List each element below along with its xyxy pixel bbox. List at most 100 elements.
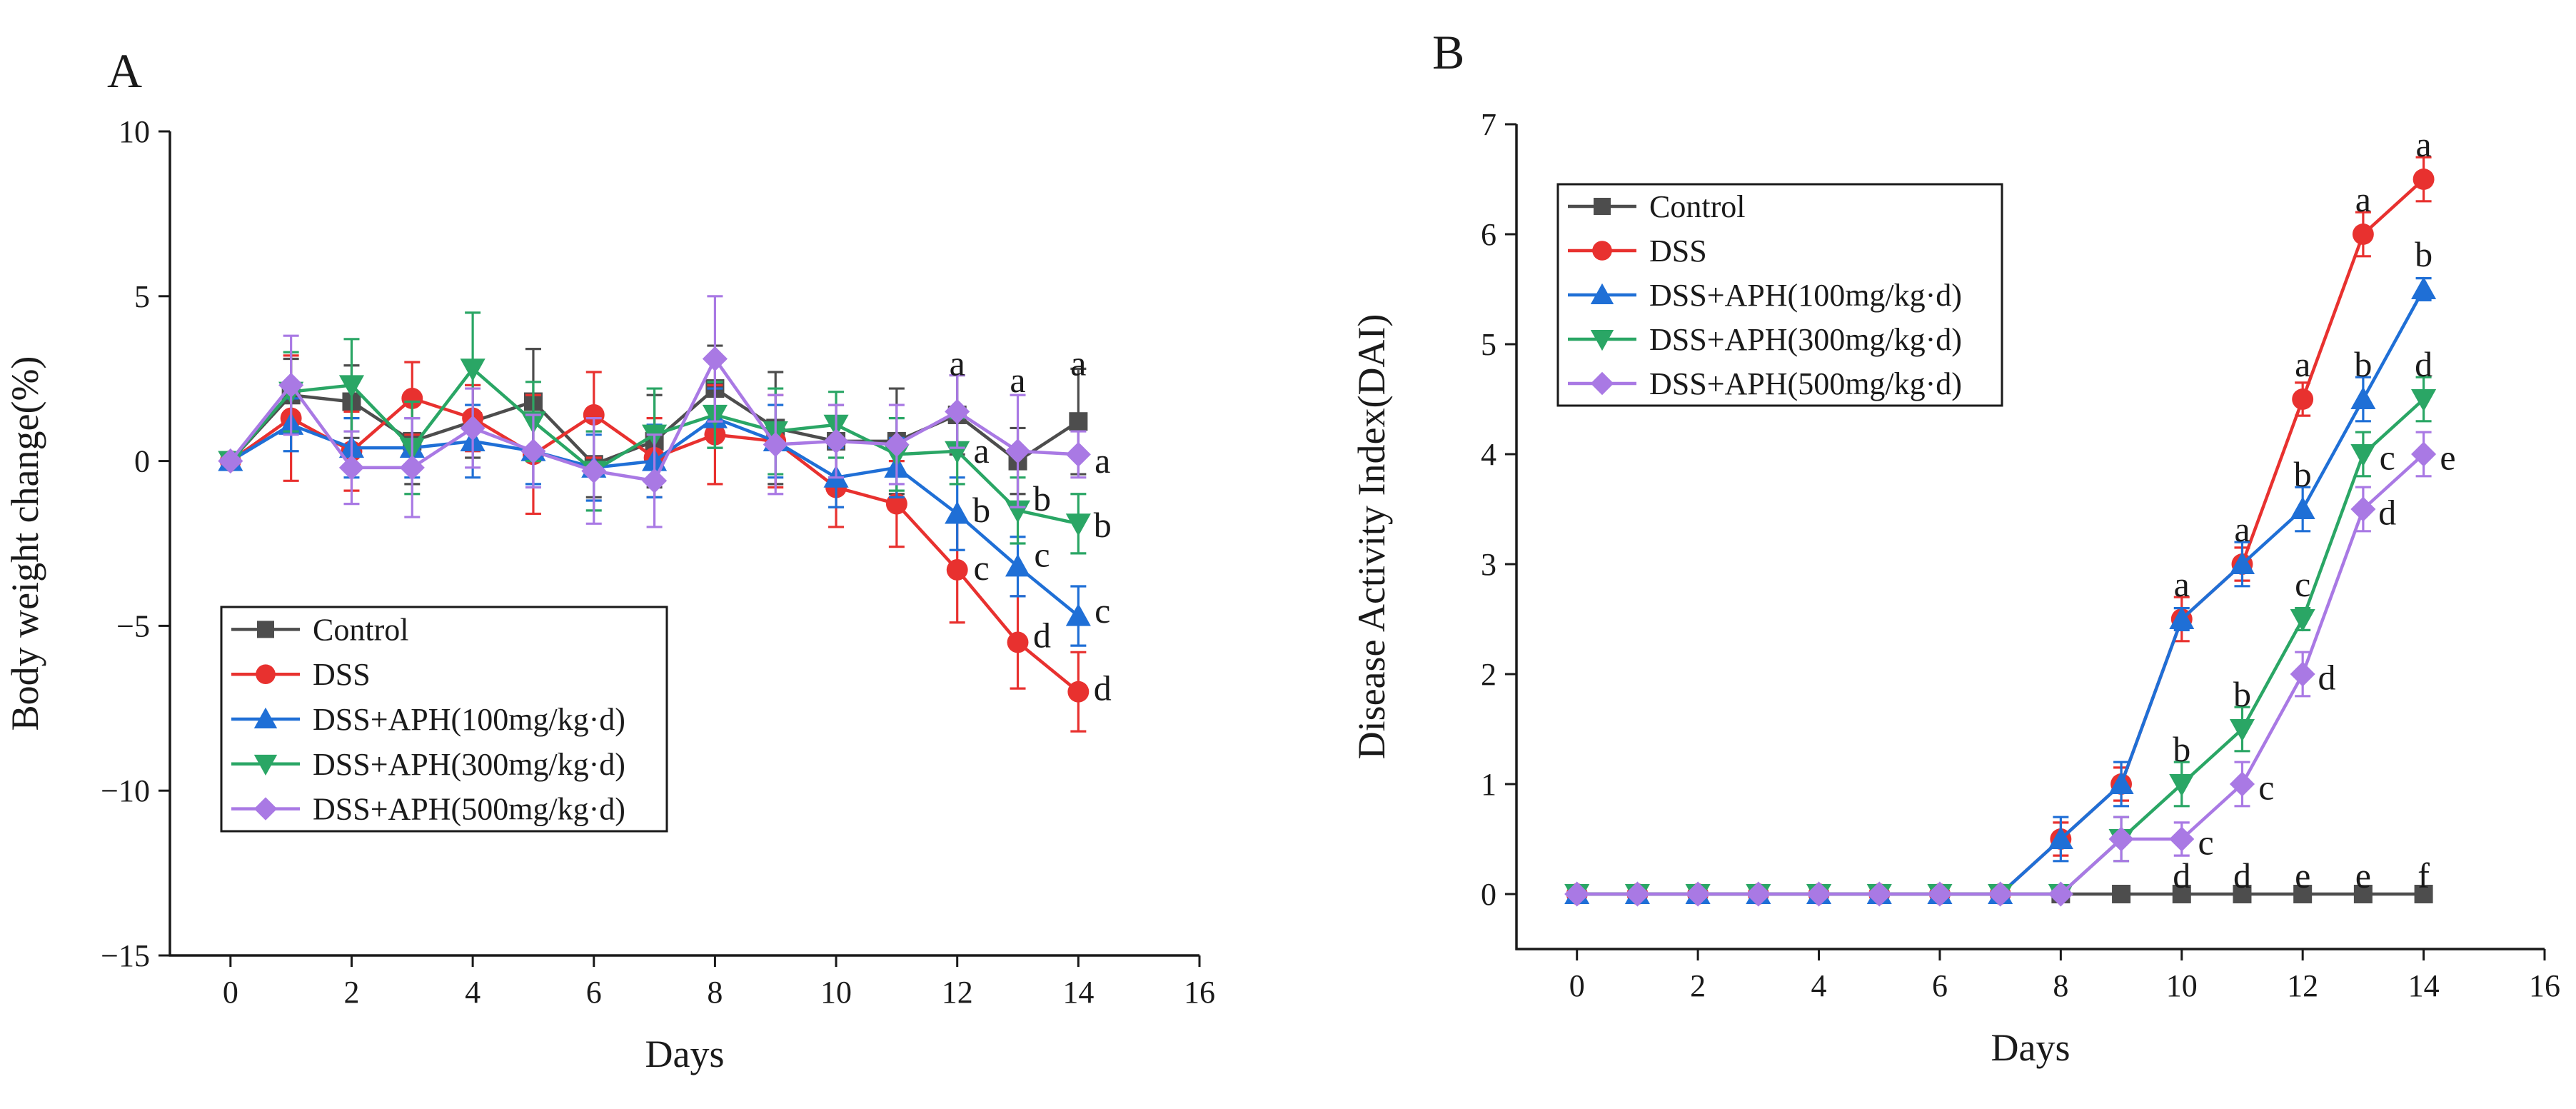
panel-a-legend-label: DSS+APH(500mg/kg·d) (313, 792, 625, 827)
panel-b-x-tick-label: 12 (2287, 968, 2318, 1003)
panel-b-significance-label: c (2295, 564, 2310, 604)
panel-a-y-tick-label: 10 (119, 114, 150, 149)
panel-b-data-point-dss-aph-500mg-kg-d (2229, 771, 2255, 797)
panel-b-data-point-dss-aph-100mg-kg-d (2350, 386, 2376, 410)
panel-a-data-point-dss-aph-500mg-kg-d (338, 455, 365, 481)
panel-b-data-point-dss-aph-500mg-kg-d (1746, 881, 1771, 907)
panel-a-significance-label: a (1070, 343, 1086, 383)
panel-a-data-point-dss-aph-500mg-kg-d (581, 458, 607, 483)
panel-b-y-axis-label: Disease Activity Index(DAI) (1350, 314, 1393, 760)
panel-b-data-point-dss-aph-100mg-kg-d (2411, 276, 2437, 300)
panel-a-legend-marker-dss-aph-100mg-kg-d (253, 707, 278, 728)
panel-b-data-point-dss (2292, 388, 2314, 410)
panel-b-data-point-dss-aph-500mg-kg-d (2350, 496, 2376, 522)
panel-a-significance-label: c (1095, 591, 1110, 631)
panel-a-significance-label: b (972, 490, 990, 530)
panel-b-data-point-dss-aph-500mg-kg-d (1564, 881, 1590, 907)
panel-b-data-point-dss-aph-100mg-kg-d (2169, 606, 2195, 630)
panel-b-significance-label: e (2295, 855, 2310, 895)
panel-a-data-point-dss-aph-100mg-kg-d (945, 501, 970, 524)
panel-a-x-tick-label: 16 (1184, 975, 1215, 1010)
panel-a-data-point-dss-aph-500mg-kg-d (823, 428, 849, 454)
panel-a-data-point-dss-aph-300mg-kg-d (460, 358, 485, 381)
panel-a-x-tick-label: 0 (223, 975, 238, 1010)
panel-b-data-point-dss-aph-500mg-kg-d (1806, 881, 1832, 907)
panel-b-significance-label: e (2440, 438, 2455, 478)
panel-a-legend-label: DSS+APH(300mg/kg·d) (313, 747, 625, 782)
panel-a-body-weight-chart: 0 2 4 6 8 10 12 14 16 −15 −10 −5 0 5 10 Days Body weight… (4, 114, 1215, 1075)
panel-b-y-tick-label: 7 (1481, 107, 1496, 142)
panel-a-data-point-dss (885, 493, 907, 515)
panel-a-y-tick-label: 5 (134, 279, 150, 314)
panel-b-significance-label: b (2415, 234, 2432, 274)
panel-b-x-tick-label: 14 (2408, 968, 2440, 1003)
panel-b-significance-label: c (2198, 823, 2214, 863)
panel-b-significance-label: d (2233, 855, 2251, 895)
panel-b-x-tick-label: 0 (1569, 968, 1585, 1003)
panel-b-data-point-dss-aph-500mg-kg-d (2411, 441, 2437, 467)
panel-a-data-point-dss-aph-300mg-kg-d (1065, 513, 1091, 536)
panel-a-x-tick-label: 8 (707, 975, 723, 1010)
panel-b-legend-marker-dss-aph-500mg-kg-d (1590, 371, 1614, 396)
panel-a-data-point-dss-aph-500mg-kg-d (945, 398, 970, 424)
panel-a-y-tick-label: −5 (116, 608, 150, 643)
panel-a-data-point-dss-aph-100mg-kg-d (1005, 553, 1031, 577)
panel-b-significance-label: b (2233, 674, 2251, 714)
panel-b-legend-label: DSS+APH(500mg/kg·d) (1649, 366, 1962, 401)
panel-a-data-point-control (1069, 412, 1088, 431)
panel-b-significance-label: d (2378, 493, 2396, 533)
panel-b-data-point-dss-aph-300mg-kg-d (2350, 443, 2376, 467)
panel-a-significance-label: d (1033, 616, 1051, 656)
panel-b-data-point-dss-aph-100mg-kg-d (2229, 551, 2255, 575)
panel-a-significance-label: c (1034, 534, 1050, 574)
panel-b-data-point-dss-aph-500mg-kg-d (1927, 881, 1953, 907)
panel-b-significance-label: c (2380, 438, 2395, 478)
panel-a-significance-label: a (1095, 441, 1110, 481)
panel-b-significance-label: c (2258, 768, 2274, 808)
panel-a-data-point-dss-aph-500mg-kg-d (460, 415, 485, 441)
panel-a-data-point-dss-aph-500mg-kg-d (642, 468, 668, 493)
panel-b-legend-label: DSS+APH(300mg/kg·d) (1649, 322, 1962, 357)
panel-b-data-point-control (2293, 885, 2313, 903)
panel-b-legend-label: DSS (1649, 234, 1707, 269)
panel-b-data-point-dss (2352, 224, 2374, 245)
panel-b-significance-label: a (2295, 344, 2310, 384)
panel-a-data-point-dss-aph-500mg-kg-d (763, 431, 788, 458)
panel-b-legend-marker-control (1594, 198, 1611, 215)
panel-a-x-tick-label: 6 (586, 975, 602, 1010)
panel-b-data-point-dss-aph-500mg-kg-d (1866, 881, 1892, 907)
panel-a-data-point-dss-aph-500mg-kg-d (884, 431, 910, 458)
panel-a-significance-label: a (974, 431, 990, 471)
panel-b-data-point-dss-aph-500mg-kg-d (1988, 881, 2013, 907)
panel-a-legend: Control DSS DSS+APH(100mg/kg·d) DSS+APH(300… (220, 606, 668, 833)
panel-b-significance-label: b (2173, 729, 2190, 769)
panel-b-data-point-dss-aph-500mg-kg-d (2108, 826, 2134, 852)
panel-b-legend-marker-dss (1592, 241, 1612, 261)
panel-a-data-point-dss-aph-500mg-kg-d (1005, 438, 1031, 464)
panel-a-legend-marker-dss (256, 664, 276, 684)
panel-b-legend-marker-dss-aph-300mg-kg-d (1590, 330, 1614, 351)
panel-a-legend-marker-control (257, 621, 274, 638)
panel-b-data-point-control (2172, 885, 2191, 903)
panel-a-data-point-dss-aph-300mg-kg-d (338, 375, 365, 398)
panel-a-data-point-dss-aph-500mg-kg-d (702, 346, 728, 372)
panel-b-data-point-dss-aph-500mg-kg-d (1624, 881, 1650, 907)
panel-b-significance-label: a (2415, 124, 2431, 164)
panel-a-x-tick-label: 2 (343, 975, 359, 1010)
panel-b-data-point-dss-aph-300mg-kg-d (2169, 773, 2195, 797)
panel-b-legend: Control DSS DSS+APH(100mg/kg·d) DSS+APH(300… (1556, 183, 2003, 407)
panel-a-legend-marker-dss-aph-300mg-kg-d (253, 754, 278, 776)
panel-b-data-point-control (2414, 885, 2433, 903)
panel-a-data-point-dss-aph-500mg-kg-d (520, 438, 546, 464)
panel-a-legend-label: DSS (313, 657, 371, 692)
panel-a-data-point-dss-aph-500mg-kg-d (1065, 441, 1091, 467)
panel-b-data-point-dss-aph-100mg-kg-d (2108, 771, 2134, 795)
panel-b-legend-marker-dss-aph-100mg-kg-d (1590, 283, 1614, 304)
panel-b-data-point-dss-aph-300mg-kg-d (2229, 718, 2255, 742)
panel-b-x-tick-label: 4 (1811, 968, 1827, 1003)
panel-b-x-tick-label: 8 (2053, 968, 2068, 1003)
panel-a-data-point-dss-aph-500mg-kg-d (218, 448, 243, 474)
panel-b-x-tick-label: 16 (2529, 968, 2560, 1003)
